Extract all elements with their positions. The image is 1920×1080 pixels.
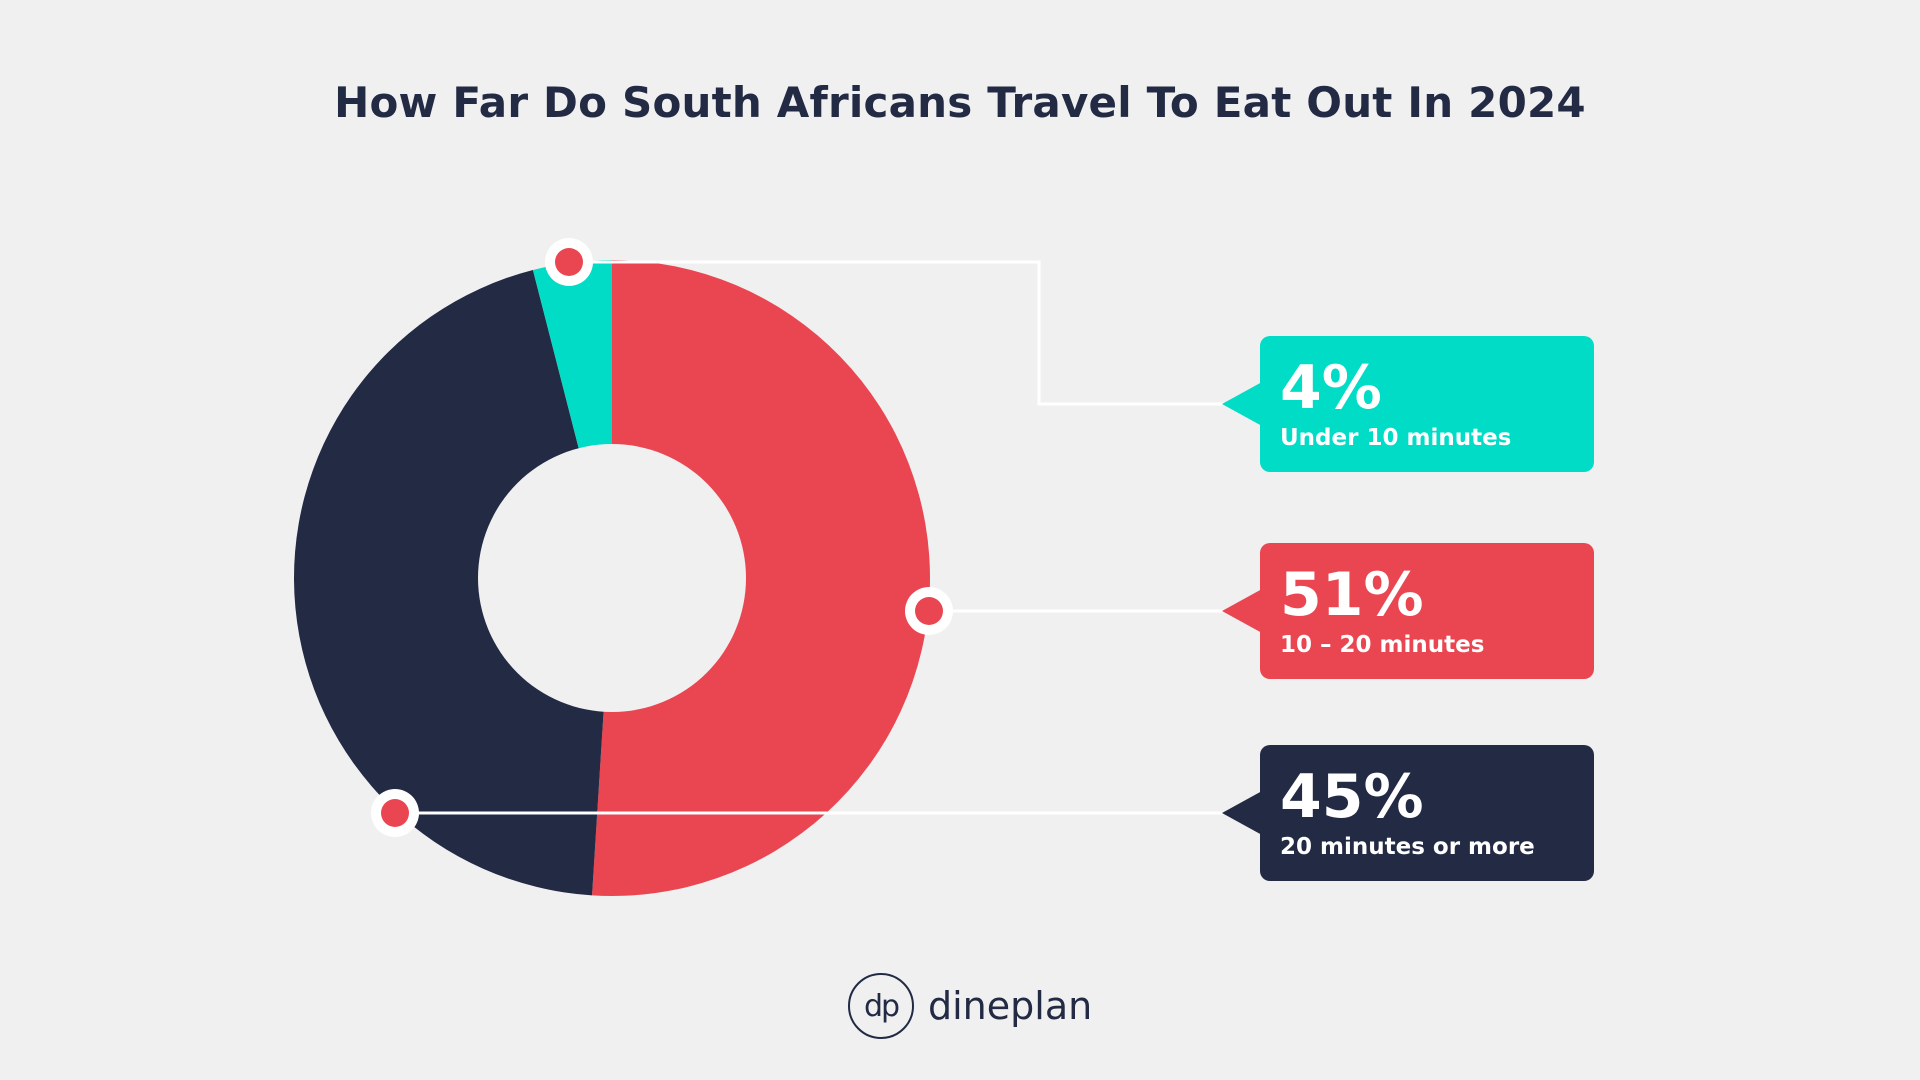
dineplan-logo-icon: dp [848,973,914,1039]
callout-value: 4% [1280,353,1382,423]
marker-dot [381,799,409,827]
connector-line [569,260,1224,406]
callout-box: 51%10 – 20 minutes [1222,543,1594,679]
callout-pointer [1222,589,1262,633]
callout-value: 45% [1280,762,1424,832]
callout-boxes: 4%Under 10 minutes 51%10 – 20 minutes 45%2… [1222,336,1594,881]
slice-20-minutes-or-more [294,269,612,896]
donut-slices [294,260,931,897]
callout-background [1260,745,1594,881]
connector-lines [395,260,1224,815]
callout-label: 10 – 20 minutes [1280,632,1484,658]
donut-hole [478,444,746,712]
chart-title: How Far Do South Africans Travel To Eat … [334,78,1586,127]
callout-value: 51% [1280,560,1424,630]
brand-name: dineplan [928,984,1093,1028]
slice-10-20-minutes [592,260,931,897]
marker-dot [555,248,583,276]
callout-background [1260,543,1594,679]
slice-markers [371,238,953,837]
marker-dot [915,597,943,625]
callout-label: Under 10 minutes [1280,425,1511,451]
callout-background [1260,336,1594,472]
callout-box: 45%20 minutes or more [1222,745,1594,881]
callout-box: 4%Under 10 minutes [1222,336,1594,472]
callout-pointer [1222,382,1262,426]
brand-logo: dp dineplan [848,970,1092,1042]
callout-pointer [1222,791,1262,835]
callout-label: 20 minutes or more [1280,834,1535,860]
